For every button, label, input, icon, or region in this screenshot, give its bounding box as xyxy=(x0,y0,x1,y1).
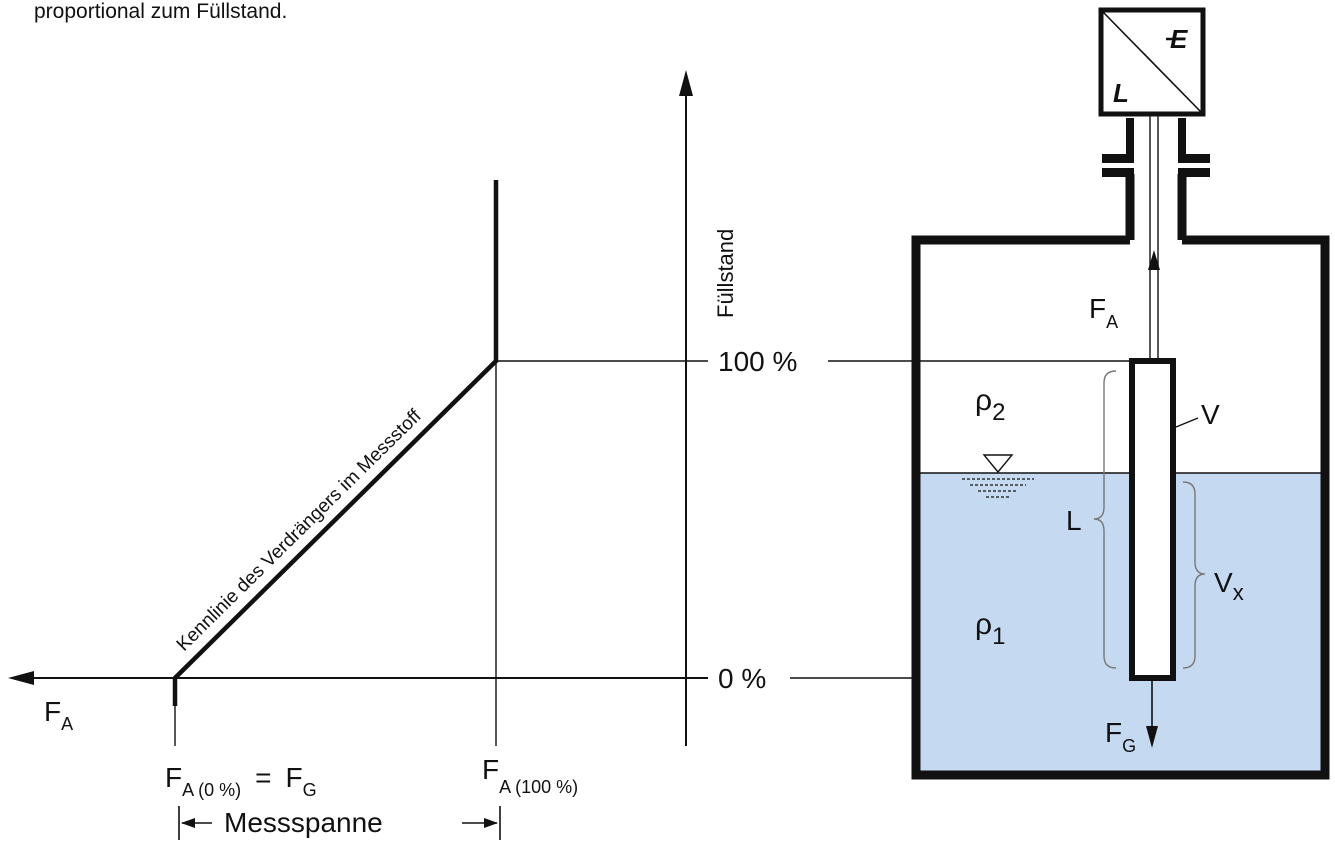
fa0-equals-fg-label: FA (0 %) = FG xyxy=(165,762,317,800)
span-arrow-left-head xyxy=(181,818,195,828)
fa100-label: FA (100 %) xyxy=(482,754,578,797)
volume-label: V xyxy=(1201,399,1220,430)
transmitter-diagonal xyxy=(1102,11,1202,113)
force-down-arrowhead xyxy=(1146,726,1158,748)
caption-text: proportional zum Füllstand. xyxy=(34,0,287,23)
flange-lower-right xyxy=(1178,168,1210,177)
force-up-arrowhead xyxy=(1148,250,1160,270)
force-axis-symbol: FA xyxy=(44,696,73,734)
force-up-label: FA xyxy=(1089,293,1118,332)
span-label: Messspanne xyxy=(224,807,383,838)
level-0-label: 0 % xyxy=(718,663,766,694)
flange-upper-left xyxy=(1102,154,1134,163)
span-arrow-right-head xyxy=(484,818,498,828)
rho2-label: ρ2 xyxy=(975,384,1005,426)
submerged-volume-brace xyxy=(1182,481,1206,669)
level-axis-arrowhead xyxy=(679,70,693,96)
length-brace xyxy=(1093,370,1117,669)
force-down-label: FG xyxy=(1105,717,1136,756)
liquid-fill xyxy=(916,473,1325,775)
displacer-body xyxy=(1129,358,1176,681)
force-axis-arrowhead xyxy=(8,671,34,685)
flange-lower-left xyxy=(1102,168,1134,177)
length-label: L xyxy=(1066,505,1082,536)
characteristic-curve xyxy=(172,180,499,706)
transmitter-letter-e: E xyxy=(1170,24,1188,54)
characteristic-curve-label: Kennlinie des Verdrängers im Messstoff xyxy=(173,405,426,655)
rho1-label: ρ1 xyxy=(975,608,1005,650)
submerged-volume-label: Vx xyxy=(1214,567,1244,605)
level-100-label: 100 % xyxy=(718,346,797,377)
flange-upper-right xyxy=(1178,154,1210,163)
liquid-level-symbol xyxy=(962,454,1034,498)
tank-illustration: E L FA FG ρ2 ρ1 V L xyxy=(911,7,1330,780)
transmitter-letter-l: L xyxy=(1113,78,1129,108)
tank-wall xyxy=(911,235,1330,780)
volume-leader xyxy=(1175,417,1199,428)
level-axis-label: Füllstand xyxy=(713,229,738,318)
